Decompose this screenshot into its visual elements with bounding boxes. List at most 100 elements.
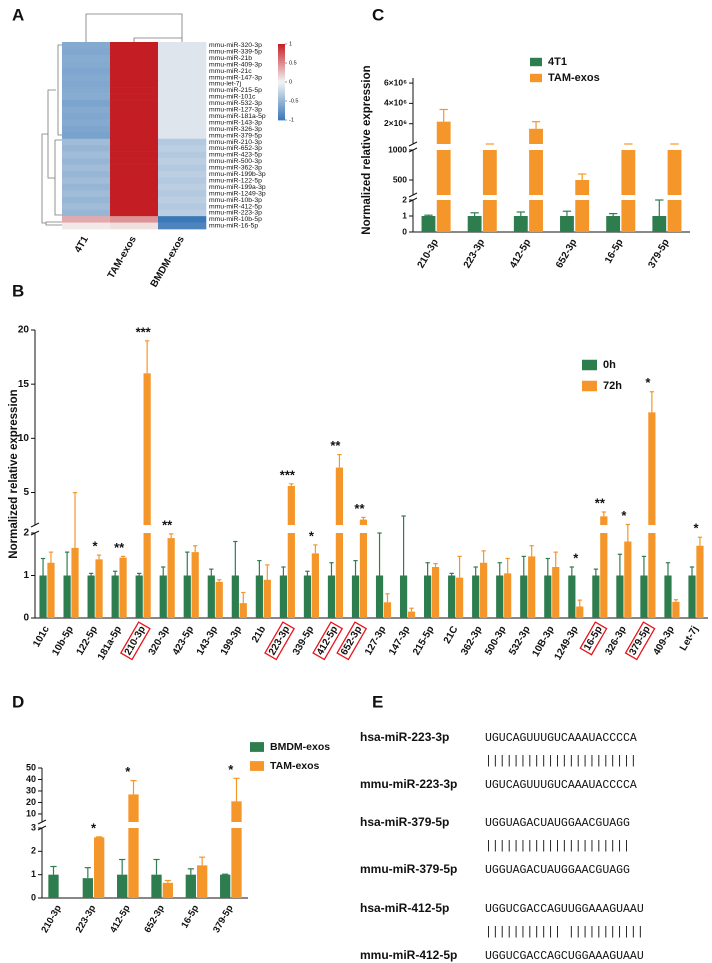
significance: ** [595, 495, 606, 510]
colorbar-step [278, 102, 285, 106]
human-sequence: UGGUCGACCAGUUGGAAAGUAAU [485, 903, 644, 916]
bar [183, 575, 191, 618]
bar [592, 575, 600, 618]
row-label: mmu-miR-423-5p [209, 152, 262, 159]
colorbar-step [278, 95, 285, 98]
heatmap-cell [158, 196, 207, 204]
heatmap-cell [62, 54, 111, 62]
x-tick-group: 215-5p [411, 624, 436, 657]
bar [652, 216, 667, 232]
colorbar-step [278, 59, 285, 62]
y-tick-label: 2 [23, 528, 29, 539]
heatmap-cell [110, 196, 159, 204]
heatmap-cell [62, 132, 111, 140]
bar [480, 562, 488, 618]
bar [560, 216, 574, 232]
legend-label: 72h [603, 380, 622, 392]
heatmap-cell [110, 222, 159, 230]
x-tick-group: 16-5p [179, 903, 201, 930]
colorbar-step [278, 114, 285, 117]
bar [648, 412, 656, 525]
bar [664, 575, 672, 618]
x-tick-label: 379-5p [211, 903, 236, 935]
heatmap-cell [158, 177, 207, 185]
bar [87, 575, 95, 618]
heatmap-cell [110, 190, 159, 198]
y-tick-label: 1 [23, 570, 29, 581]
x-tick-label: 379-5p [627, 624, 652, 657]
colorbar-step [278, 118, 285, 121]
mouse-sequence: UGUCAGUUUGUCAAAUACCCCA [485, 779, 637, 792]
x-tick-label: 16-5p [603, 237, 626, 265]
x-tick-label: 412-5p [315, 624, 340, 657]
x-tick-group: 379-5p [624, 621, 656, 661]
bar [128, 794, 139, 822]
colorbar-step [278, 49, 285, 52]
row-label: mmu-miR-339-5p [209, 48, 262, 55]
x-tick-label: 223-3p [267, 624, 292, 657]
match-line: |||||||||||||||||||||| [485, 755, 637, 768]
bar [648, 533, 656, 618]
bar [467, 216, 482, 232]
colorbar-step [278, 87, 285, 90]
x-tick-group: 339-5p [291, 624, 316, 657]
x-tick-label: 412-5p [508, 237, 533, 270]
significance: * [125, 764, 131, 779]
heatmap-cell [158, 158, 207, 165]
bar [117, 874, 128, 898]
heatmap-cell [110, 54, 159, 62]
bar [600, 533, 608, 618]
row-dendrogram [57, 44, 62, 136]
heatmap-cell [158, 190, 207, 198]
human-sequence: UGUCAGUUUGUCAAAUACCCCA [485, 732, 637, 745]
colorbar-step [278, 76, 285, 79]
heatmap-cell [110, 93, 159, 101]
x-tick-label: 532-3p [507, 624, 532, 657]
row-label: mmu-miR-122-5p [209, 177, 262, 184]
bar [529, 128, 543, 144]
x-tick-group: 21C [442, 624, 461, 645]
column-label: 4T1 [73, 234, 91, 255]
x-tick-group: Let-7j [678, 624, 701, 653]
heatmap-cell [110, 158, 159, 165]
x-tick-group: 147-3p [387, 624, 412, 657]
bar [135, 575, 143, 618]
colorbar-label: 1 [289, 41, 292, 47]
bar [287, 486, 295, 525]
x-tick-group: 143-3p [195, 624, 220, 657]
y-tick-label: 5 [23, 487, 29, 498]
heatmap-cell [158, 209, 207, 217]
bar [207, 575, 215, 618]
mouse-mirna: mmu-miR-223-3p [360, 777, 457, 791]
bar [359, 519, 368, 525]
x-tick-label: 223-3p [74, 903, 99, 935]
legend-label: TAM-exos [548, 72, 600, 84]
bar [231, 575, 239, 618]
significance: * [621, 508, 627, 523]
bar [436, 121, 451, 144]
bar [421, 216, 436, 232]
bar [255, 575, 263, 618]
legend-swatch [250, 742, 264, 752]
x-tick-label: 652-3p [339, 624, 364, 657]
colorbar-step [278, 57, 285, 60]
highlight-box [119, 621, 151, 661]
heatmap-cell [62, 196, 111, 204]
row-label: mmu-miR-10b-3p [209, 197, 262, 204]
bar [424, 575, 432, 618]
heatmap-cell [158, 183, 207, 191]
y-tick-label: 0 [31, 892, 36, 902]
bar [436, 150, 451, 195]
colorbar-step [278, 93, 285, 96]
bar [279, 575, 288, 618]
bar [111, 575, 119, 618]
heatmap-cell [110, 106, 159, 114]
bar [185, 874, 196, 898]
x-tick-label: 181a-5p [96, 624, 124, 662]
y-axis-title: Normalized relative expression [361, 65, 373, 234]
x-tick-group: 210-3p [416, 237, 441, 270]
colorbar-label: 0.5 [289, 60, 297, 66]
x-tick-label: 210-3p [39, 903, 64, 935]
heatmap-cell [62, 158, 111, 165]
row-label: mmu-miR-652-3p [209, 145, 262, 152]
